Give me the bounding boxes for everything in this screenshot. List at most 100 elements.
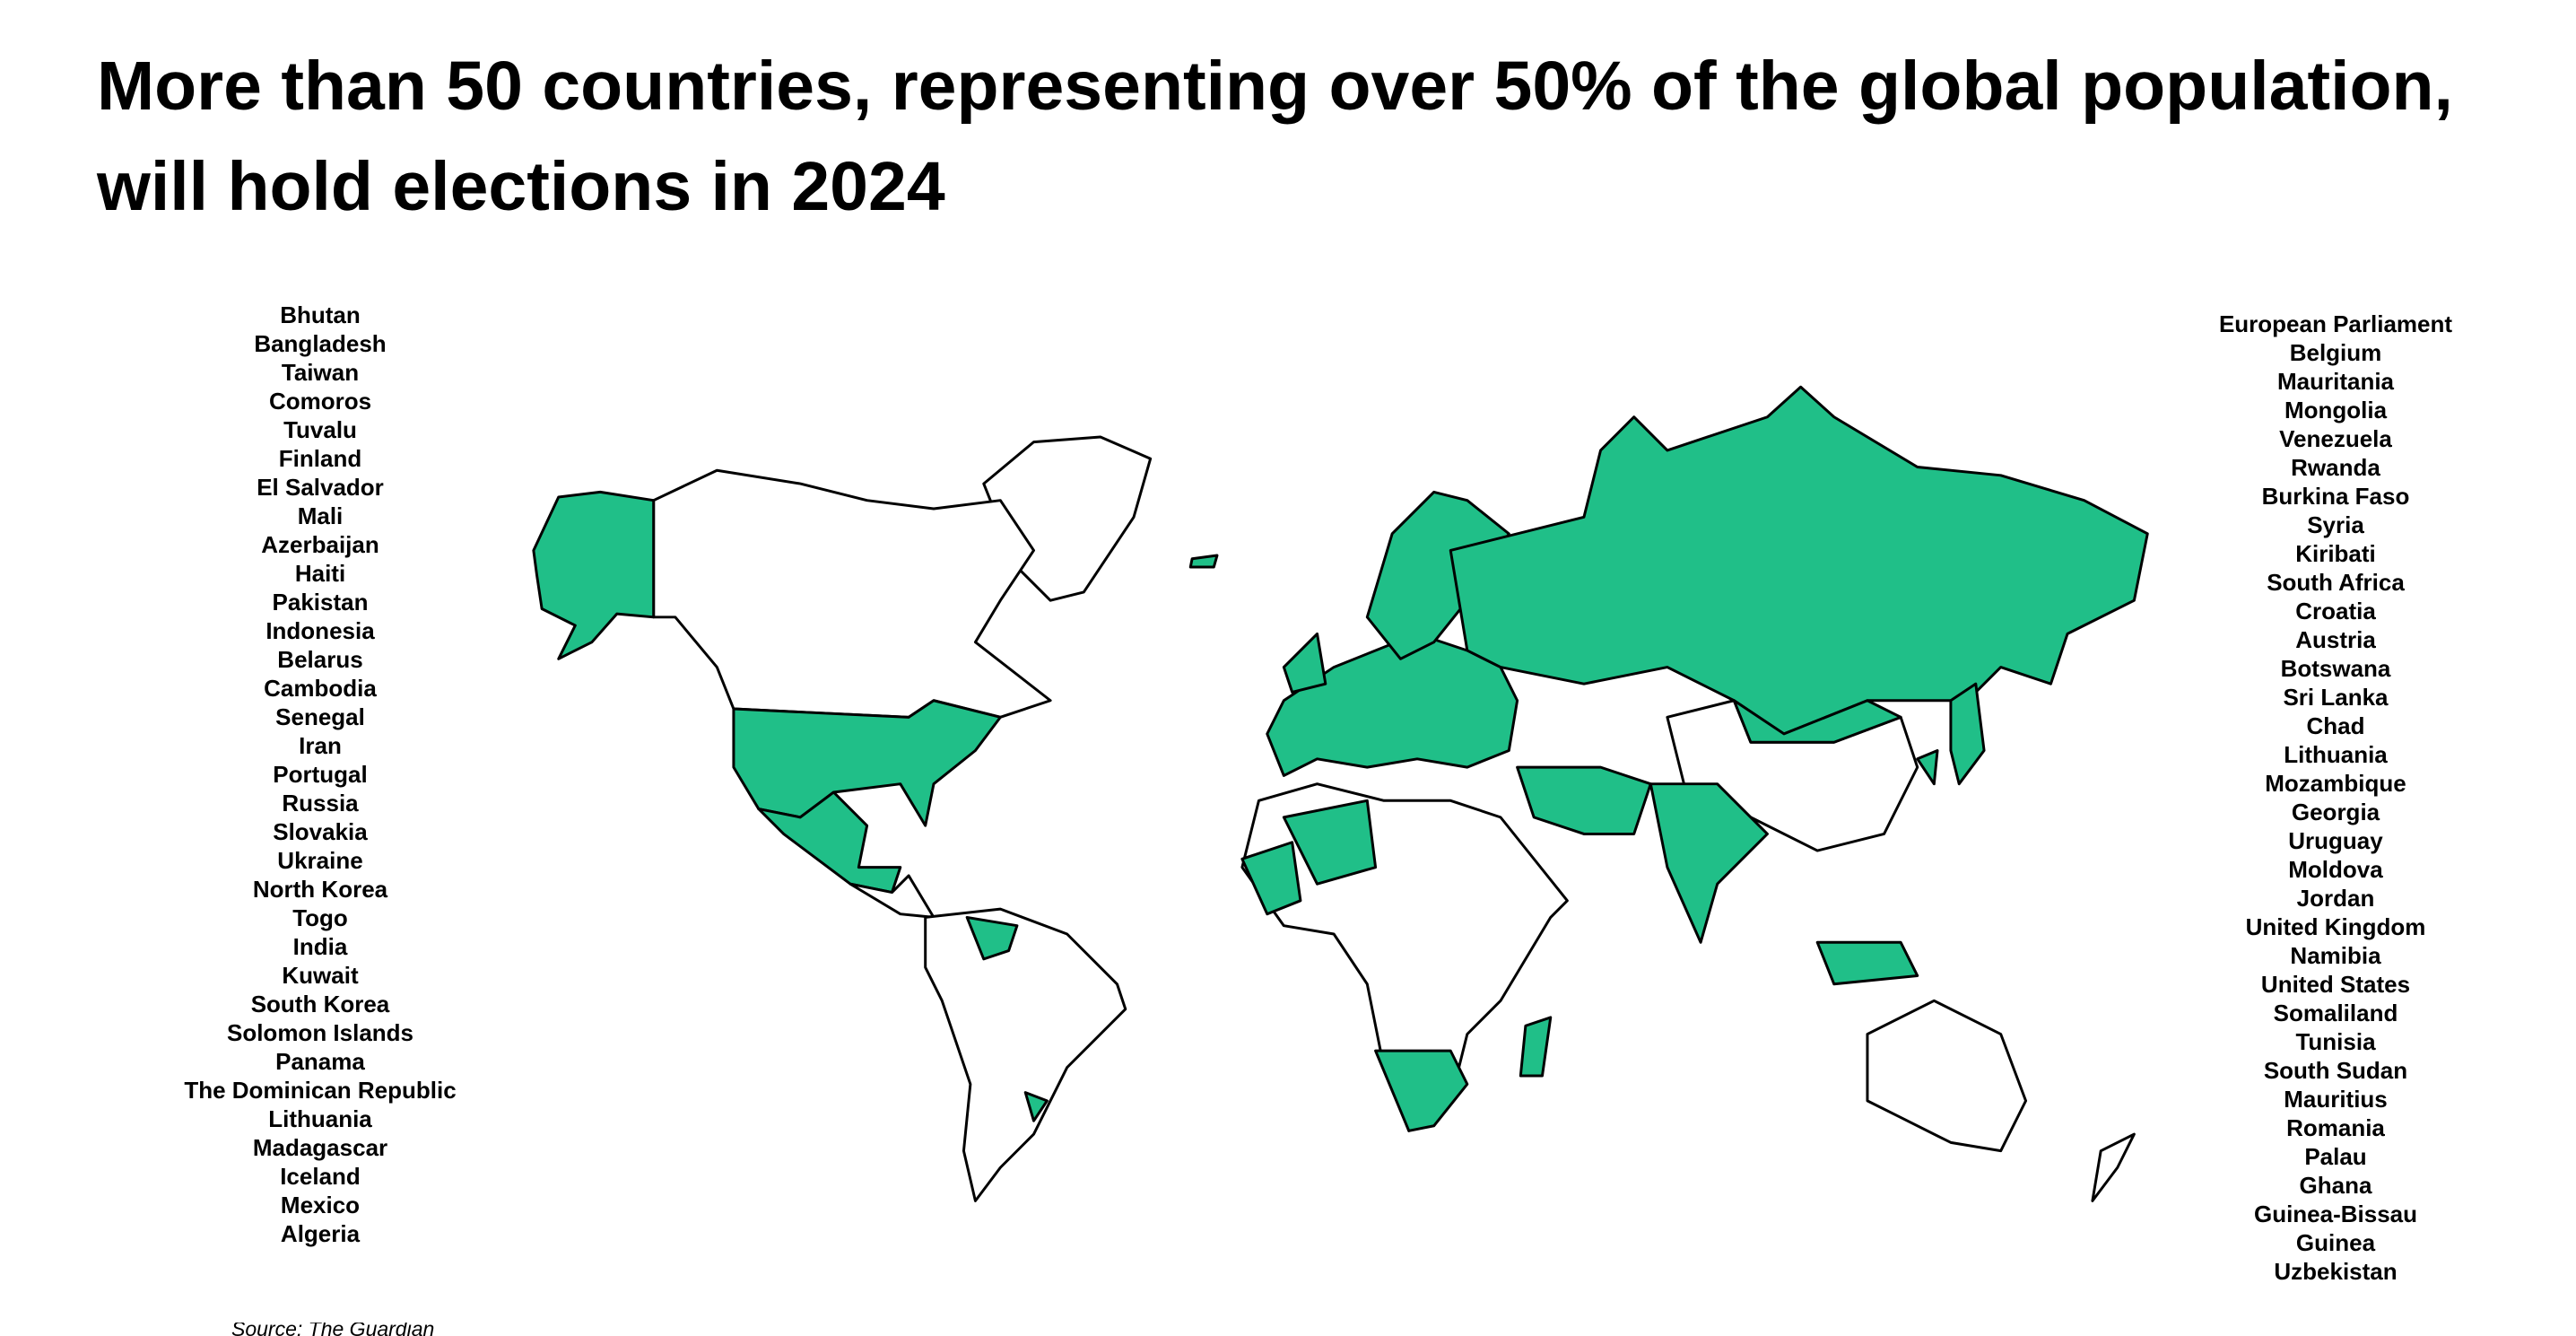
west-africa [1240, 841, 1302, 916]
europe [1266, 632, 1519, 777]
country-name: Togo [292, 904, 348, 931]
country-name: Syria [2307, 511, 2364, 538]
country-name: Ghana [2299, 1172, 2372, 1199]
country-name: Pakistan [272, 589, 369, 616]
madagascar [1519, 1016, 1553, 1078]
korea [1916, 749, 1939, 786]
country-name: Comoros [268, 388, 372, 415]
country-name: India [292, 933, 348, 960]
russia [1449, 385, 2149, 736]
country-name: Mozambique [2265, 770, 2406, 797]
north-africa [1282, 799, 1378, 886]
country-name: Tunisia [2295, 1028, 2376, 1055]
country-name: Kiribati [2295, 540, 2376, 567]
country-name: Bhutan [280, 301, 361, 328]
country-name: Iran [299, 732, 342, 759]
country-name: Burkina Faso [2261, 483, 2410, 510]
canada [652, 468, 1052, 719]
country-name: Iceland [280, 1163, 361, 1190]
country-name: South Korea [250, 991, 390, 1017]
united-states [732, 699, 1002, 827]
country-name: Somaliland [2273, 1000, 2398, 1026]
country-list-left: Bhutan Bangladesh Taiwan Comoros Tuvalu Finla… [51, 301, 589, 1248]
country-name: Georgia [2291, 799, 2380, 825]
country-name: Mexico [280, 1192, 361, 1218]
country-name: Belarus [277, 646, 363, 673]
country-name: Romania [2286, 1114, 2385, 1141]
country-name: Tuvalu [283, 416, 357, 443]
country-name: Ukraine [277, 847, 363, 874]
country-name: Madagascar [252, 1134, 388, 1161]
source: Source: The Guardian [231, 1323, 434, 1336]
country-name: Venezuela [2279, 425, 2392, 452]
country-name: Austria [2295, 626, 2376, 653]
mongolia [1732, 699, 1902, 744]
country-name: Uzbekistan [2274, 1258, 2398, 1285]
country-name: Guinea-Bissau [2253, 1201, 2418, 1227]
country-name: Lithuania [268, 1105, 372, 1132]
country-name: Solomon Islands [226, 1019, 414, 1046]
country-name: Botswana [2280, 655, 2391, 682]
country-name: Bangladesh [254, 330, 387, 357]
country-name: Taiwan [281, 359, 360, 386]
country-name: Cambodia [264, 675, 377, 702]
country-name: European Parliament [2218, 310, 2453, 337]
country-name: Uruguay [2288, 827, 2383, 854]
country-name: Chad [2306, 712, 2365, 739]
alaska [532, 490, 656, 660]
country-name: Panama [275, 1048, 365, 1075]
central-america [849, 874, 936, 919]
country-name: United States [2260, 971, 2411, 998]
southern-africa [1374, 1049, 1469, 1132]
country-name: Indonesia [265, 617, 375, 644]
country-name: Moldova [2288, 856, 2383, 883]
indonesia [1815, 940, 1919, 986]
country-name: South Africa [2267, 569, 2405, 596]
mexico [757, 790, 902, 895]
country-name: South Sudan [2263, 1057, 2408, 1084]
country-name: Mali [297, 502, 344, 529]
country-name: Algeria [280, 1220, 361, 1247]
title: More than 50 countries, representing ove… [97, 48, 2453, 225]
japan [1949, 682, 1986, 786]
country-name: Finland [278, 445, 362, 472]
india [1649, 782, 1769, 944]
venezuela [965, 915, 1019, 961]
country-name: Portugal [273, 761, 368, 788]
country-name: Haiti [294, 560, 346, 587]
scandinavia [1365, 490, 1510, 660]
country-name: Mauritius [2284, 1086, 2388, 1113]
uruguay [1023, 1091, 1049, 1122]
country-name: Mongolia [2284, 397, 2388, 424]
country-name: El Salvador [257, 474, 384, 501]
iceland [1188, 554, 1219, 569]
country-name: Azerbaijan [261, 531, 379, 558]
new-zealand [2091, 1132, 2136, 1202]
country-name: Namibia [2290, 942, 2381, 969]
country-name: Croatia [2295, 598, 2376, 624]
country-name: Russia [282, 790, 359, 816]
country-name: Mauritania [2276, 368, 2395, 395]
country-name: Belgium [2289, 339, 2382, 366]
country-name: Senegal [275, 703, 365, 730]
country-name: Sri Lanka [2283, 684, 2389, 711]
country-name: United Kingdom [2245, 913, 2426, 940]
country-name: Slovakia [273, 818, 368, 845]
country-name: Guinea [2295, 1229, 2376, 1256]
country-name: Jordan [2296, 885, 2375, 912]
south-america [924, 907, 1127, 1202]
country-name: The Dominican Republic [184, 1077, 457, 1104]
source-label: Source: [231, 1323, 303, 1336]
country-name: Rwanda [2291, 454, 2380, 481]
country-name: North Korea [252, 876, 388, 903]
source-link[interactable]: The Guardian [308, 1323, 435, 1336]
country-list-right: European Parliament Belgium Mauritania Mong… [2067, 310, 2576, 1286]
middle-east [1516, 765, 1652, 835]
united-kingdom [1282, 632, 1327, 694]
country-name: Kuwait [282, 962, 359, 989]
country-name: Palau [2304, 1143, 2367, 1170]
country-name: Lithuania [2284, 741, 2388, 768]
australia [1866, 999, 2028, 1153]
